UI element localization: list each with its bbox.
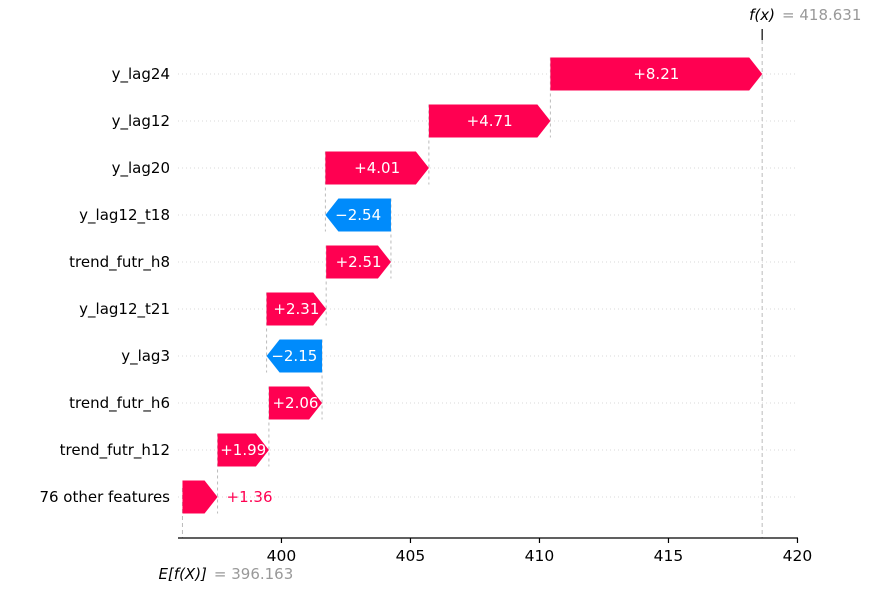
expected-value-annotation: E[f(X)] = 396.163 (158, 565, 293, 583)
x-tick-label: 405 (396, 547, 426, 565)
bar-value-label: +1.36 (227, 488, 273, 506)
x-tick-label: 410 (525, 547, 555, 565)
feature-label: y_lag24 (112, 65, 170, 84)
bar-value-label: +4.71 (467, 112, 513, 130)
feature-label: trend_futr_h6 (69, 394, 170, 413)
feature-label: y_lag12 (112, 112, 170, 131)
feature-label: trend_futr_h12 (60, 441, 170, 460)
fx-value: = 418.631 (782, 6, 862, 24)
bar-value-label: +4.01 (354, 159, 400, 177)
feature-label: y_lag3 (121, 347, 170, 366)
bar-value-label: +2.51 (336, 253, 382, 271)
bar-value-label: −2.15 (271, 347, 317, 365)
feature-label: trend_futr_h8 (69, 253, 170, 272)
feature-label: y_lag12_t18 (79, 206, 170, 225)
waterfall-bar (325, 151, 429, 185)
feature-label: y_lag12_t21 (79, 300, 170, 319)
x-tick-label: 420 (783, 547, 813, 565)
waterfall-bar (266, 339, 323, 373)
feature-label: y_lag20 (112, 159, 170, 178)
expected-value-text: = 396.163 (213, 565, 294, 583)
fx-label: f(x) (749, 6, 776, 24)
x-tick-label: 415 (654, 547, 684, 565)
waterfall-bar (268, 386, 323, 420)
feature-label: 76 other features (39, 488, 170, 506)
waterfall-bar (428, 104, 551, 138)
expected-value-label: E[f(X)] (158, 565, 207, 583)
waterfall-bar (325, 198, 391, 232)
bar-value-label: +2.31 (273, 300, 319, 318)
waterfall-bar (550, 57, 763, 91)
waterfall-bar (326, 245, 391, 279)
waterfall-bar (266, 292, 327, 326)
bar-value-label: −2.54 (335, 206, 381, 224)
bar-value-label: +8.21 (633, 65, 679, 83)
bar-value-label: +1.99 (220, 441, 266, 459)
fx-annotation: f(x) = 418.631 (749, 6, 861, 24)
waterfall-bar (217, 433, 269, 467)
x-tick-label: 400 (267, 547, 297, 565)
waterfall-bar (182, 480, 218, 514)
bar-value-label: +2.06 (272, 394, 318, 412)
